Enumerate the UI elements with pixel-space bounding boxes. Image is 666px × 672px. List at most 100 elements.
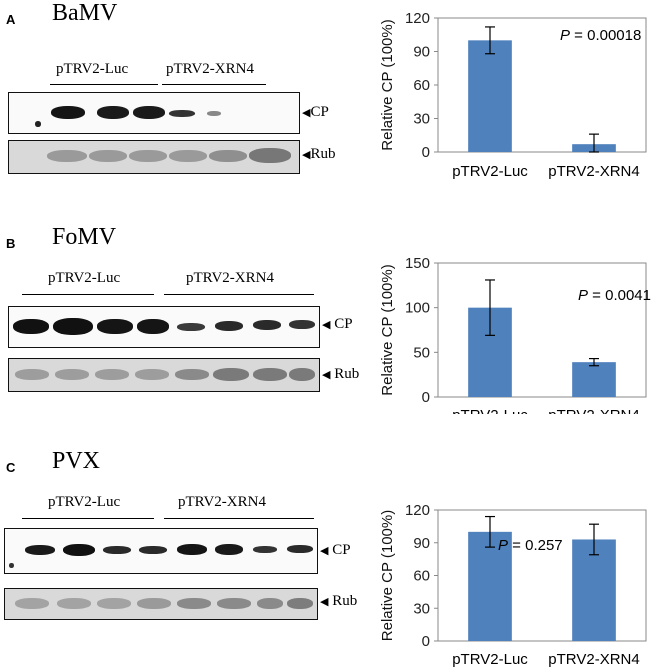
blot-band bbox=[95, 369, 129, 380]
group-label-right: pTRV2-XRN4 bbox=[186, 270, 274, 286]
blot-band bbox=[103, 546, 131, 554]
blot-spot bbox=[35, 121, 41, 127]
blot-band bbox=[15, 369, 49, 380]
blot-band bbox=[13, 319, 49, 334]
blot-band bbox=[289, 320, 315, 329]
p-symbol: P bbox=[578, 287, 588, 304]
y-tick-label: 30 bbox=[413, 111, 430, 128]
p-value-annotation: P = 0.0041 bbox=[578, 287, 651, 304]
group-underline-left bbox=[22, 518, 154, 519]
blot-band bbox=[47, 150, 87, 162]
y-tick-label: 0 bbox=[422, 389, 430, 406]
y-tick-label: 150 bbox=[405, 255, 430, 272]
blot-band bbox=[253, 368, 287, 381]
blot-band bbox=[97, 106, 129, 119]
blot-band bbox=[215, 544, 243, 555]
virus-name: PVX bbox=[52, 448, 101, 474]
blot-band bbox=[215, 321, 243, 331]
group-label-right: pTRV2-XRN4 bbox=[178, 494, 266, 510]
cp-blot bbox=[8, 92, 300, 134]
blot-band bbox=[89, 150, 127, 162]
blot-band bbox=[253, 320, 281, 330]
blot-band bbox=[287, 598, 313, 609]
group-underline-left bbox=[50, 84, 158, 85]
y-tick-label: 0 bbox=[422, 144, 430, 161]
cp-label: ◀ CP bbox=[320, 542, 351, 558]
bar-chart-a: 0 30 60 90 120 Relative CP (100%) pTRV2-Luc pTR… bbox=[379, 10, 647, 180]
arrow-left-icon: ◀ bbox=[320, 596, 329, 608]
panel-c: C PVX pTRV2-Luc pTRV2-XRN4 ◀ CP ◀ Rub 0 3… bbox=[0, 448, 666, 672]
p-symbol: P bbox=[498, 537, 508, 554]
blot-band bbox=[253, 546, 277, 553]
category-label: pTRV2-XRN4 bbox=[548, 651, 639, 668]
y-axis-label: Relative CP (100%) bbox=[379, 510, 396, 641]
p-symbol: P bbox=[560, 27, 570, 44]
blot-band bbox=[55, 369, 89, 380]
category-label: pTRV2-Luc bbox=[452, 651, 528, 668]
blot-band bbox=[15, 598, 49, 609]
blot-band bbox=[177, 544, 207, 555]
group-label-left: pTRV2-Luc bbox=[48, 270, 121, 286]
category-label: pTRV2-Luc bbox=[452, 163, 528, 180]
virus-name: FoMV bbox=[52, 224, 117, 250]
blot-band bbox=[97, 319, 133, 334]
y-tick-label: 0 bbox=[422, 633, 430, 650]
arrow-left-icon: ◀ bbox=[322, 369, 331, 381]
p-value: = 0.0041 bbox=[588, 287, 651, 304]
arrow-left-icon: ◀ bbox=[320, 545, 329, 557]
rub-blot bbox=[8, 358, 320, 392]
cp-blot bbox=[8, 306, 320, 348]
category-label: pTRV2-Luc bbox=[452, 407, 528, 414]
rub-label: ◀Rub bbox=[302, 146, 336, 162]
rub-label: ◀ Rub bbox=[322, 366, 360, 382]
blot-band bbox=[289, 368, 315, 381]
panel-letter: A bbox=[6, 12, 16, 27]
blot-band bbox=[213, 368, 249, 381]
blot-band bbox=[249, 148, 291, 163]
cp-blot bbox=[4, 528, 318, 574]
blot-band bbox=[133, 106, 165, 119]
bar bbox=[468, 40, 512, 153]
rub-blot bbox=[8, 140, 300, 174]
bar bbox=[572, 362, 616, 397]
y-tick-label: 120 bbox=[405, 502, 430, 519]
p-value-annotation: P = 0.00018 bbox=[560, 27, 641, 44]
blot-band bbox=[139, 546, 167, 554]
group-label-right: pTRV2-XRN4 bbox=[166, 61, 254, 77]
p-value: = 0.257 bbox=[508, 537, 563, 554]
panel-a: A BaMV pTRV2-Luc pTRV2-XRN4 ◀CP ◀Rub 0 30… bbox=[0, 0, 666, 224]
y-tick-label: 50 bbox=[413, 344, 430, 361]
blot-band bbox=[177, 323, 205, 331]
arrow-left-icon: ◀ bbox=[302, 149, 311, 161]
blot-band bbox=[177, 598, 211, 609]
group-label-left: pTRV2-Luc bbox=[48, 494, 121, 510]
bar bbox=[572, 539, 616, 641]
blot-band bbox=[137, 319, 169, 334]
panel-letter: B bbox=[6, 236, 16, 251]
y-tick-label: 120 bbox=[405, 10, 430, 27]
blot-band bbox=[169, 150, 207, 162]
blot-band bbox=[97, 598, 131, 609]
y-axis-label: Relative CP (100%) bbox=[379, 19, 396, 150]
plot-frame bbox=[437, 262, 647, 398]
blot-band bbox=[169, 110, 195, 117]
panel-letter: C bbox=[6, 460, 16, 475]
y-tick-label: 60 bbox=[413, 77, 430, 94]
blot-band bbox=[57, 598, 91, 609]
group-underline-right bbox=[164, 518, 314, 519]
panel-b: B FoMV pTRV2-Luc pTRV2-XRN4 ◀ CP ◀ Rub 0… bbox=[0, 224, 666, 448]
blot-band bbox=[287, 545, 313, 553]
p-value: = 0.00018 bbox=[570, 27, 641, 44]
blot-band bbox=[129, 150, 167, 162]
bar-chart-b: 0 50 100 150 Relative CP (100%) pTRV2-Luc pTRV… bbox=[379, 255, 651, 414]
blot-spot bbox=[9, 563, 14, 568]
y-tick-label: 100 bbox=[405, 300, 430, 317]
blot-band bbox=[175, 369, 209, 380]
y-tick-label: 30 bbox=[413, 600, 430, 617]
rub-blot bbox=[4, 588, 318, 620]
virus-name: BaMV bbox=[52, 0, 118, 26]
y-tick-label: 60 bbox=[413, 568, 430, 585]
cp-label: ◀CP bbox=[302, 104, 329, 120]
blot-band bbox=[217, 598, 251, 609]
blot-band bbox=[53, 318, 93, 335]
